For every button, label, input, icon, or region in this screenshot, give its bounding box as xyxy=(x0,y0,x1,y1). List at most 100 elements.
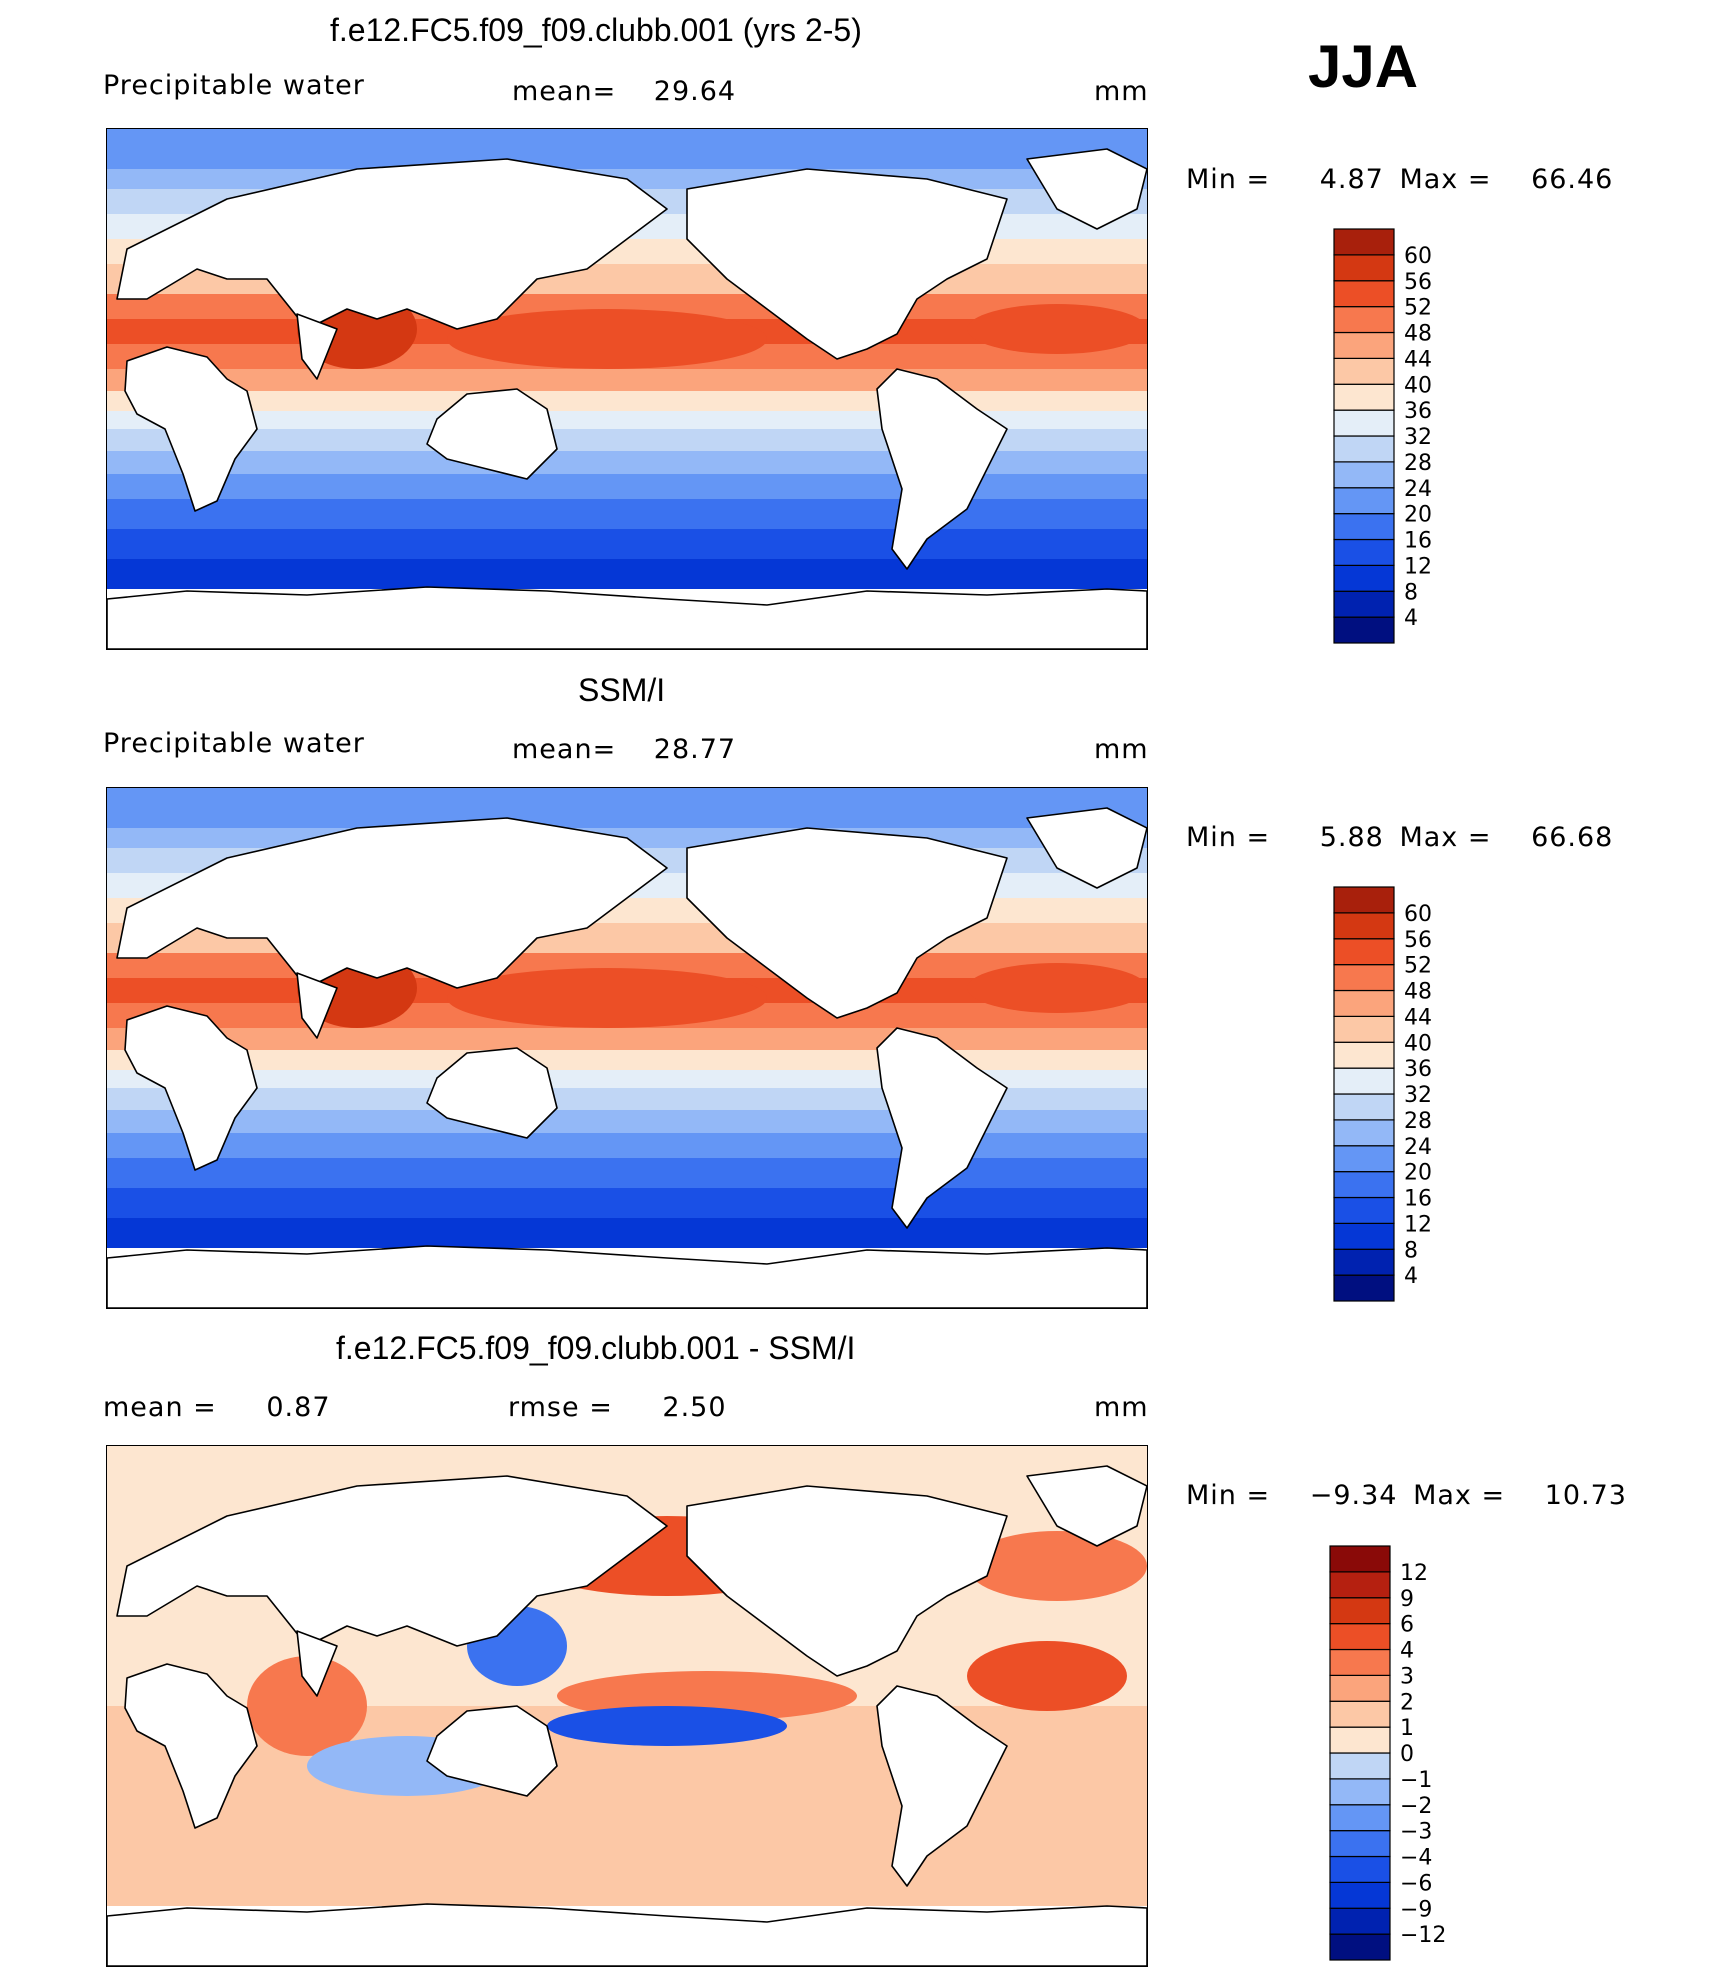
colorbar-2-swatch xyxy=(1333,1093,1395,1121)
panel-3-rmse-value: 2.50 xyxy=(662,1392,727,1423)
coastline xyxy=(124,1005,258,1171)
colorbar-3-tick-label: 3 xyxy=(1400,1664,1414,1689)
panel-1-max-label: Max = xyxy=(1399,164,1492,195)
colorbar-1-swatch xyxy=(1333,564,1395,592)
colorbar-2-tick-label: 56 xyxy=(1404,928,1432,953)
panel-1-mean-value: 29.64 xyxy=(653,76,737,107)
field-band xyxy=(107,129,1147,169)
field-band xyxy=(107,1218,1147,1248)
colorbar-2-swatch xyxy=(1333,1119,1395,1147)
panel-2-map-field xyxy=(107,788,1147,1308)
colorbar-2-swatch xyxy=(1333,964,1395,992)
colorbar-1-tick-label: 52 xyxy=(1404,296,1432,321)
panel-2-mean-value: 28.77 xyxy=(653,734,737,765)
colorbar-3-tick-label: −4 xyxy=(1400,1846,1432,1871)
field-band xyxy=(107,1050,1147,1070)
panel-3-min-value: −9.34 xyxy=(1309,1480,1398,1511)
colorbar-1-swatch xyxy=(1333,487,1395,515)
colorbar-3-swatch xyxy=(1329,1907,1391,1935)
panel-2-mean-label: mean= xyxy=(512,734,617,765)
field-band xyxy=(107,559,1147,589)
coastline xyxy=(686,1485,1008,1677)
colorbar-3-swatch xyxy=(1329,1778,1391,1806)
coastline xyxy=(116,817,668,989)
panel-2-mean: mean= 28.77 xyxy=(512,734,736,765)
panel-3-rmse: rmse = 2.50 xyxy=(508,1392,727,1423)
colorbar-3-tick-label: −1 xyxy=(1400,1768,1432,1793)
colorbar-3-tick-label: 0 xyxy=(1400,1742,1414,1767)
panel-2-variable-label: Precipitable water xyxy=(103,728,365,759)
panel-1-min-value: 4.87 xyxy=(1319,164,1384,195)
field-feature xyxy=(447,309,767,369)
coastline xyxy=(426,388,558,480)
colorbar-1-tick-label: 28 xyxy=(1404,451,1432,476)
colorbar-3-tick-label: 9 xyxy=(1400,1587,1414,1612)
colorbar-2-swatch xyxy=(1333,1274,1395,1302)
panel-2-max-value: 66.68 xyxy=(1531,822,1614,853)
panel-1-min-label: Min = xyxy=(1186,164,1271,195)
colorbar-1-tick-label: 24 xyxy=(1404,477,1432,502)
field-band xyxy=(107,1188,1147,1218)
colorbar-3-tick-label: −6 xyxy=(1400,1871,1432,1896)
panel-3-map xyxy=(106,1445,1148,1967)
colorbar-2-tick-label: 48 xyxy=(1404,980,1432,1005)
colorbar-2-swatch xyxy=(1333,1015,1395,1043)
field-band xyxy=(107,369,1147,391)
colorbar-1-tick-label: 56 xyxy=(1404,270,1432,295)
panel-3-mean-label: mean = xyxy=(103,1392,217,1423)
colorbar-3-swatch xyxy=(1329,1933,1391,1961)
colorbar-1-swatch xyxy=(1333,409,1395,437)
colorbar-3-swatch xyxy=(1329,1855,1391,1883)
panel-3-max-value: 10.73 xyxy=(1544,1480,1627,1511)
colorbar-3-swatch xyxy=(1329,1648,1391,1676)
coastline xyxy=(116,1475,668,1647)
panel-1-units: mm xyxy=(1094,76,1149,107)
colorbar-3-tick-label: 4 xyxy=(1400,1639,1414,1664)
coastline xyxy=(686,827,1008,1019)
colorbar-3-swatch xyxy=(1329,1545,1391,1573)
panel-2-minmax: Min = 5.88 Max = 66.68 xyxy=(1186,822,1613,853)
field-feature xyxy=(547,1706,787,1746)
panel-1-colorbar: 60 56 52 48 44 40 36 32 28 24 20 16 12 8 4 xyxy=(1333,228,1454,648)
colorbar-3-tick-label: −12 xyxy=(1400,1923,1446,1948)
colorbar-2-swatch xyxy=(1333,1222,1395,1250)
colorbar-1-swatch xyxy=(1333,306,1395,334)
panel-2-min-label: Min = xyxy=(1186,822,1271,853)
colorbar-3-tick-label: −9 xyxy=(1400,1897,1432,1922)
colorbar-1-swatch xyxy=(1333,616,1395,644)
panel-1-mean: mean= 29.64 xyxy=(512,76,736,107)
coastline xyxy=(124,1663,258,1829)
panel-1-map-field xyxy=(107,129,1147,649)
panel-1-max-value: 66.46 xyxy=(1531,164,1614,195)
panel-3-mean-value: 0.87 xyxy=(266,1392,331,1423)
panel-3-minmax: Min = −9.34 Max = 10.73 xyxy=(1186,1480,1627,1511)
coastline xyxy=(876,368,1008,570)
coastline xyxy=(426,1705,558,1797)
panel-1-map xyxy=(106,128,1148,650)
field-band xyxy=(107,1028,1147,1050)
colorbar-1-tick-label: 32 xyxy=(1404,425,1432,450)
panel-1-title: f.e12.FC5.f09_f09.clubb.001 (yrs 2-5) xyxy=(330,12,862,48)
colorbar-2-swatch xyxy=(1333,1145,1395,1173)
field-feature xyxy=(967,1531,1147,1601)
colorbar-1-swatch xyxy=(1333,383,1395,411)
coastline xyxy=(1026,1465,1147,1547)
colorbar-2-swatch xyxy=(1333,1248,1395,1276)
colorbar-1-tick-label: 60 xyxy=(1404,244,1432,269)
colorbar-1-swatch xyxy=(1333,513,1395,541)
colorbar-1-tick-label: 12 xyxy=(1404,554,1432,579)
colorbar-2-tick-label: 40 xyxy=(1404,1031,1432,1056)
field-band xyxy=(107,499,1147,529)
field-band xyxy=(107,788,1147,828)
field-feature xyxy=(967,304,1147,354)
coastline xyxy=(296,313,338,380)
colorbar-2-swatch xyxy=(1333,1041,1395,1069)
panel-3-min-label: Min = xyxy=(1186,1480,1271,1511)
colorbar-3-swatch xyxy=(1329,1623,1391,1651)
colorbar-2-swatch xyxy=(1333,1067,1395,1095)
panel-3-colorbar: 12 9 6 4 3 2 1 0 −1 −2 −3 −4 −6 −9 −12 xyxy=(1329,1545,1454,1965)
colorbar-1-swatch xyxy=(1333,590,1395,618)
colorbar-1-swatch xyxy=(1333,435,1395,463)
colorbar-1-tick-label: 20 xyxy=(1404,503,1432,528)
field-feature xyxy=(967,963,1147,1013)
